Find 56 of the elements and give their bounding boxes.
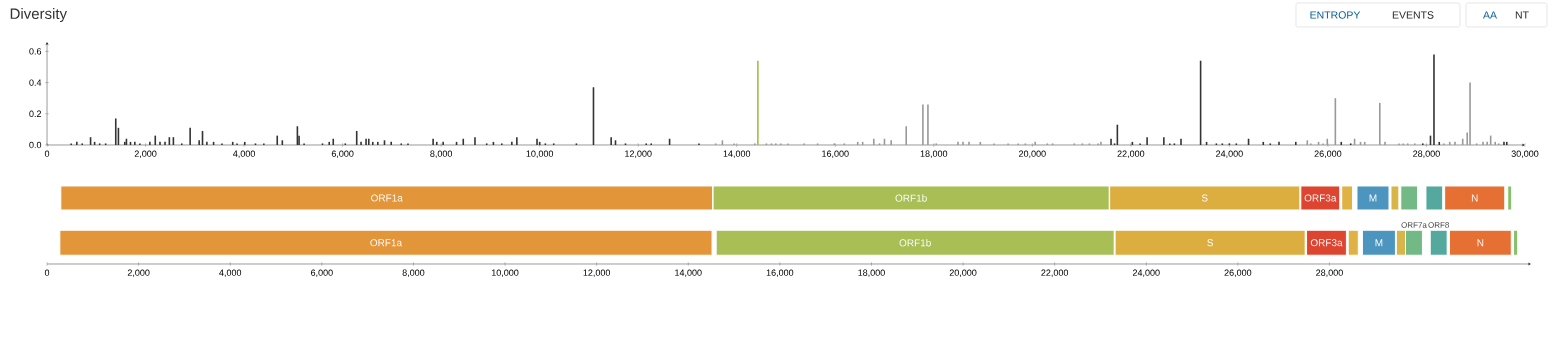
x-tick-label: 30,000 <box>1511 150 1539 158</box>
x-tick-label: 28,000 <box>1316 269 1343 277</box>
x-tick-label: 18,000 <box>920 150 948 158</box>
x-tick-label: 0 <box>44 150 50 157</box>
text: ENTROPY <box>1310 11 1361 19</box>
series-label: ORF1b <box>895 194 927 202</box>
y-tick-label: 0.4 <box>29 79 42 86</box>
x-tick-label: 8,000 <box>430 150 453 158</box>
series-label: ORF3a <box>1310 239 1343 247</box>
x-tick-label: 2,000 <box>127 269 150 277</box>
x-tick-label: 20,000 <box>949 269 977 277</box>
series-label: ORF3a <box>1304 194 1337 202</box>
x-tick-label: 24,000 <box>1132 269 1160 277</box>
x-tick-label: 18,000 <box>858 269 885 277</box>
x-tick-label: 10,000 <box>491 269 519 277</box>
x-tick-label: 6,000 <box>311 269 333 277</box>
x-tick-label: 28,000 <box>1413 150 1440 158</box>
series-label: N <box>1471 194 1478 202</box>
series-label: N <box>1477 239 1484 247</box>
x-tick-label: 26,000 <box>1314 150 1342 158</box>
x-tick-label: 24,000 <box>1216 150 1243 158</box>
x-tick-label: 10,000 <box>526 150 554 158</box>
series-label: ORF1b <box>899 239 931 247</box>
x-tick-label: 22,000 <box>1117 150 1145 158</box>
x-tick-label: 12,000 <box>625 150 652 158</box>
series-label: ORF1a <box>371 194 403 202</box>
x-tick-label: 0 <box>44 269 50 276</box>
text: NT <box>1515 11 1529 19</box>
series-label: ORF1a <box>370 239 403 247</box>
x-tick-label: 16,000 <box>766 269 794 277</box>
series-label: M <box>1369 194 1377 202</box>
y-tick-label: 0.6 <box>29 48 42 55</box>
y-tick-label: 0.0 <box>29 141 42 149</box>
series-label: ORF8 <box>1428 222 1450 228</box>
x-tick-label: 12,000 <box>583 269 611 277</box>
text: EVENTS <box>1392 11 1434 19</box>
bar <box>59 229 713 256</box>
x-tick-label: 4,000 <box>233 150 255 158</box>
x-tick-label: 2,000 <box>134 150 157 158</box>
x-tick-label: 6,000 <box>331 150 354 158</box>
x-tick-label: 26,000 <box>1224 269 1252 277</box>
x-tick-label: 20,000 <box>1019 150 1046 158</box>
y-tick-label: 0.2 <box>29 110 42 117</box>
x-tick-label: 14,000 <box>723 150 751 158</box>
bar <box>1507 185 1513 211</box>
series-label: S <box>1207 239 1214 247</box>
x-tick-label: 14,000 <box>675 269 702 277</box>
series-label: ORF7a <box>1401 222 1427 228</box>
x-tick-label: 22,000 <box>1041 269 1069 277</box>
series-label: S <box>1201 194 1208 202</box>
text: AA <box>1483 11 1497 19</box>
series-label: M <box>1375 239 1383 247</box>
chart-title: Diversity <box>10 8 68 22</box>
x-tick-label: 16,000 <box>822 150 849 158</box>
x-tick-label: 4,000 <box>219 269 242 277</box>
x-tick-label: 8,000 <box>402 269 425 277</box>
